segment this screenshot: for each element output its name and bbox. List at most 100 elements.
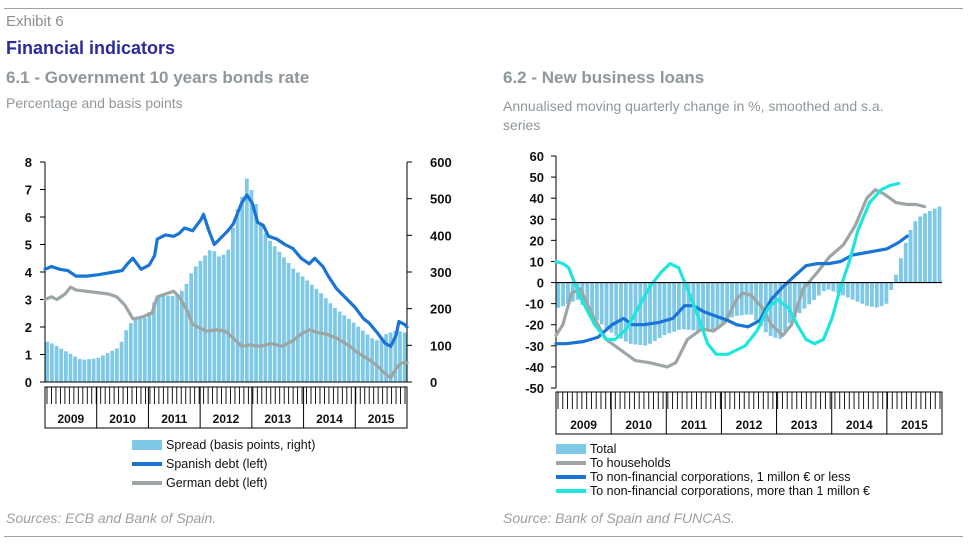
total-bar	[870, 282, 874, 307]
spread-bar	[184, 283, 189, 382]
chart2-y-tick-label: 0	[537, 276, 544, 291]
chart1-left-tick-label: 2	[25, 320, 32, 335]
chart2-year-label: 2011	[681, 418, 707, 432]
chart1-right-tick-label: 400	[430, 228, 452, 243]
spread-bar	[282, 257, 286, 382]
chart1-source: Sources: ECB and Bank of Spain.	[6, 510, 217, 526]
chart1-left-tick-label: 1	[25, 348, 32, 363]
spread-bar	[384, 334, 388, 382]
spread-bar	[226, 249, 231, 382]
spread-bar	[54, 346, 59, 382]
spread-bar	[263, 233, 268, 382]
legend-label-nfc-small: To non-financial corporations, 1 millon …	[590, 470, 851, 484]
total-bar	[831, 282, 836, 292]
legend-item-total: Total	[556, 442, 870, 456]
chart1-legend: Spread (basis points, right) Spanish deb…	[132, 437, 315, 491]
spread-bar	[147, 311, 152, 382]
spread-bar	[180, 290, 184, 382]
total-bar	[590, 282, 595, 316]
chart1-left-tick-label: 0	[25, 375, 32, 390]
chart2-title: 6.2 - New business loans	[503, 68, 705, 87]
chart1-left-tick-label: 6	[25, 210, 32, 225]
spread-bar	[156, 295, 161, 382]
spread-bar	[170, 295, 175, 382]
spread-bar	[119, 341, 124, 382]
spread-bar	[337, 311, 342, 382]
chart1-year-label: 2014	[316, 412, 343, 426]
total-bar	[816, 282, 821, 296]
total-bar	[706, 282, 710, 330]
total-bar	[556, 282, 561, 308]
chart2-year-label: 2014	[846, 418, 873, 432]
top-rule	[4, 8, 963, 9]
spread-bar	[166, 295, 170, 382]
spread-bar	[77, 359, 82, 382]
total-bar	[672, 282, 677, 332]
chart2-source: Source: Bank of Spain and FUNCAS.	[503, 510, 735, 526]
chart2-y-tick-label: -30	[525, 339, 544, 354]
total-bar	[836, 282, 841, 294]
spread-bar	[347, 318, 351, 382]
spread-bar	[254, 204, 258, 382]
chart1-left-tick-label: 5	[25, 238, 32, 253]
spread-bar	[101, 355, 105, 382]
total-bar	[927, 211, 932, 283]
total-bar	[889, 282, 894, 290]
total-bar	[604, 282, 609, 329]
spread-bar	[203, 255, 207, 382]
total-bar	[715, 282, 720, 328]
chart1-title: 6.1 - Government 10 years bonds rate	[6, 68, 310, 87]
chart1-year-label: 2012	[213, 412, 240, 426]
legend-label-households: To households	[590, 456, 671, 470]
chart2-y-tick-label: -10	[525, 297, 544, 312]
spread-bar	[45, 341, 50, 382]
chart1-left-tick-label: 4	[25, 265, 33, 280]
total-bar	[739, 282, 744, 316]
spread-bar	[73, 356, 77, 382]
chart2-year-label: 2010	[625, 418, 652, 432]
total-bar	[730, 282, 734, 318]
total-bar	[614, 282, 619, 336]
total-bar	[623, 282, 628, 342]
chart2-y-tick-label: 20	[530, 233, 544, 248]
chart2-y-tick-label: 60	[530, 149, 544, 164]
spread-bar	[379, 339, 384, 382]
spread-bar	[374, 340, 379, 382]
total-bar	[677, 282, 681, 330]
chart2-year-label: 2015	[901, 418, 928, 432]
spread-bar	[96, 357, 101, 382]
spread-bar	[59, 348, 64, 382]
spread-bar	[240, 196, 245, 382]
spread-bar	[245, 178, 249, 382]
spread-bar	[258, 225, 263, 382]
spread-bar	[323, 298, 328, 382]
total-bar	[874, 282, 879, 308]
total-bar	[923, 213, 927, 283]
spread-bar	[309, 284, 314, 382]
total-bar	[807, 282, 812, 305]
spread-bar	[68, 353, 73, 382]
spread-bar	[277, 251, 282, 382]
total-bar	[638, 282, 643, 345]
spread-bar	[175, 295, 180, 382]
spread-bar	[142, 317, 147, 382]
spread-bar	[388, 332, 393, 382]
chart1-right-tick-label: 0	[430, 375, 437, 390]
spread-bar	[231, 227, 235, 382]
chart1-year-label: 2011	[161, 412, 187, 426]
total-bar	[913, 221, 918, 283]
spread-bar	[235, 209, 240, 382]
spread-bar	[105, 353, 110, 382]
total-bar	[667, 282, 672, 334]
total-bar	[918, 216, 923, 283]
legend-label-total: Total	[590, 442, 617, 456]
spread-bar	[393, 330, 398, 382]
chart2-y-tick-label: 30	[530, 212, 544, 227]
chart2-year-label: 2012	[736, 418, 763, 432]
legend-swatch-spanish	[132, 462, 162, 466]
total-bar	[908, 230, 913, 283]
total-bar	[850, 282, 855, 300]
total-bar	[710, 282, 715, 330]
spread-bar	[296, 272, 300, 382]
